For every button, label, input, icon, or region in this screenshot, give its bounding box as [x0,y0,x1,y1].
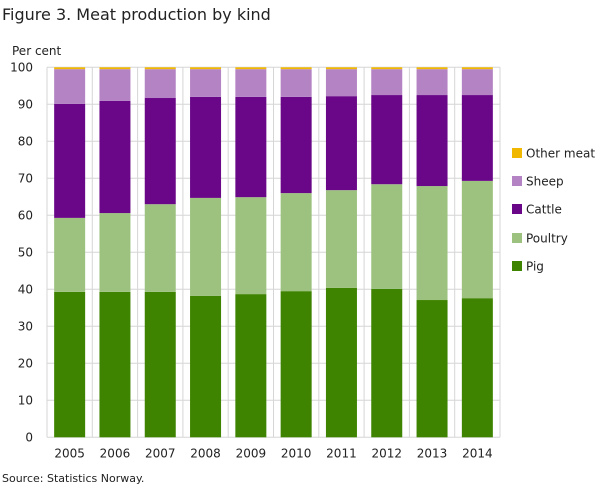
x-tick-label: 2010 [281,446,312,460]
bar-cattle-2010 [280,96,312,194]
legend-swatch [512,148,522,158]
x-tick-label: 2014 [462,446,493,460]
bar-pig-2014 [461,298,493,438]
y-tick-label: 50 [18,245,33,259]
x-tick-label: 2009 [236,446,267,460]
y-tick-label: 30 [18,319,33,333]
legend-label: Cattle [526,203,562,217]
bar-cattle-2011 [325,96,357,191]
legend-swatch [512,176,522,186]
bar-poultry-2008 [190,197,222,296]
y-tick-label: 20 [18,356,33,370]
bar-sheep-2007 [144,69,176,99]
bar-pig-2012 [371,288,403,438]
legend-label: Other meat [526,147,595,161]
bar-sheep-2013 [416,69,448,96]
y-tick-label: 100 [10,60,33,74]
bar-pig-2008 [190,295,222,438]
bar-pig-2010 [280,291,312,438]
bar-poultry-2007 [144,204,176,292]
bar-cattle-2012 [371,95,403,185]
legend-label: Poultry [526,232,568,246]
bar-cattle-2013 [416,95,448,187]
x-tick-label: 2006 [100,446,131,460]
y-tick-label: 40 [18,282,33,296]
y-axis-label: Per cent [12,44,62,58]
legend-label: Pig [526,260,544,274]
bar-sheep-2012 [371,69,403,96]
bar-sheep-2014 [461,69,493,96]
bar-other-meat-2008 [190,67,222,70]
bar-poultry-2010 [280,193,312,292]
y-tick-label: 10 [18,393,33,407]
bar-poultry-2012 [371,184,403,289]
x-tick-label: 2013 [417,446,448,460]
bar-poultry-2011 [325,190,357,288]
bar-poultry-2014 [461,180,493,299]
chart-title: Figure 3. Meat production by kind [2,5,271,24]
bar-pig-2011 [325,287,357,438]
bar-other-meat-2005 [54,67,86,70]
bar-pig-2007 [144,291,176,438]
x-tick-label: 2011 [326,446,357,460]
bar-poultry-2013 [416,186,448,301]
bar-other-meat-2011 [325,67,357,70]
x-tick-label: 2005 [54,446,85,460]
bar-sheep-2009 [235,69,267,97]
bar-other-meat-2007 [144,67,176,70]
y-tick-label: 80 [18,134,33,148]
legend-label: Sheep [526,175,564,189]
bar-poultry-2006 [99,213,131,292]
bar-pig-2006 [99,291,131,438]
x-tick-label: 2012 [371,446,402,460]
bar-sheep-2005 [54,69,86,104]
legend-swatch [512,233,522,243]
y-tick-label: 90 [18,97,33,111]
legend-swatch [512,204,522,214]
y-tick-label: 60 [18,208,33,222]
y-tick-label: 0 [25,430,33,444]
bar-other-meat-2006 [99,67,131,70]
bar-other-meat-2013 [416,67,448,70]
bar-cattle-2009 [235,96,267,198]
bar-pig-2005 [54,291,86,438]
bar-cattle-2006 [99,100,131,214]
bar-poultry-2009 [235,197,267,295]
bar-other-meat-2012 [371,67,403,70]
bar-sheep-2006 [99,69,131,101]
bar-other-meat-2009 [235,67,267,70]
bar-cattle-2008 [190,96,222,198]
x-tick-label: 2008 [190,446,221,460]
y-tick-label: 70 [18,171,33,185]
legend-swatch [512,261,522,271]
bar-sheep-2011 [325,69,357,97]
source-note: Source: Statistics Norway. [2,472,145,485]
bar-cattle-2005 [54,103,86,218]
bar-sheep-2010 [280,69,312,97]
x-tick-label: 2007 [145,446,176,460]
bar-cattle-2007 [144,98,176,205]
bar-other-meat-2010 [280,67,312,70]
bar-pig-2013 [416,300,448,438]
bar-poultry-2005 [54,217,86,292]
bar-sheep-2008 [190,69,222,97]
bar-cattle-2014 [461,95,493,181]
bar-other-meat-2014 [461,67,493,70]
bar-pig-2009 [235,294,267,438]
